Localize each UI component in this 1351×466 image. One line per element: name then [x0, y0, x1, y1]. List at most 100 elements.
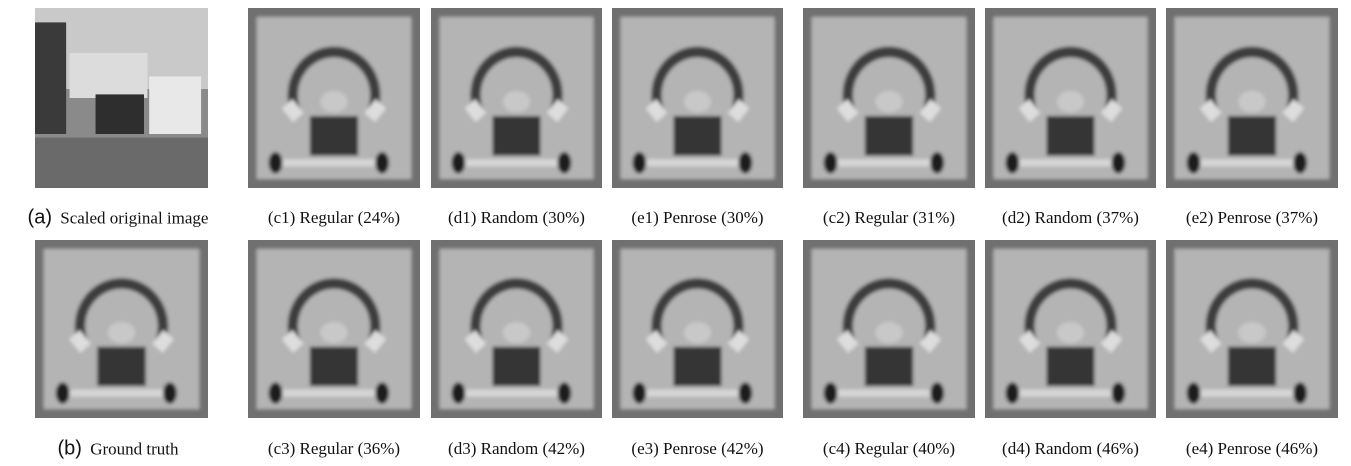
chip: [1047, 347, 1095, 386]
caption: (d2) Random (37%): [1002, 208, 1139, 228]
pad-left: [1006, 382, 1020, 403]
bar: [465, 390, 568, 397]
pad-left: [824, 382, 838, 403]
caption: (e1) Penrose (30%): [631, 208, 763, 228]
pad-right: [1112, 152, 1126, 174]
caption: (e3) Penrose (42%): [631, 439, 763, 459]
box: [96, 94, 144, 134]
blurred-content: [248, 240, 420, 418]
caption-text: Penrose (37%): [1218, 208, 1319, 227]
caption-tag: (a): [28, 207, 52, 229]
caption: (c1) Regular (24%): [268, 208, 400, 228]
shelf: [70, 53, 148, 98]
caption-tag: (e4): [1186, 439, 1213, 458]
caption-tag: (d4): [1002, 439, 1030, 458]
caption-tag: (d2): [1002, 208, 1030, 227]
pad-right: [375, 382, 389, 403]
chip: [674, 116, 722, 156]
knob: [503, 91, 530, 113]
caption-text: Penrose (46%): [1218, 439, 1319, 458]
pad-right: [163, 382, 177, 403]
caption-text: Random (37%): [1035, 208, 1139, 227]
pad-right: [930, 382, 944, 403]
table: [35, 138, 208, 188]
caption-text: Penrose (42%): [663, 439, 764, 458]
bar: [70, 390, 174, 397]
blurred-content: [985, 8, 1156, 188]
bar: [1019, 159, 1122, 166]
bar: [1019, 390, 1122, 397]
caption-tag: (b): [58, 438, 82, 460]
caption: (d4) Random (46%): [1002, 439, 1139, 459]
caption-text: Random (46%): [1035, 439, 1139, 458]
panel-image: [1166, 240, 1338, 418]
pad-left: [269, 152, 283, 174]
caption: (e2) Penrose (37%): [1186, 208, 1318, 228]
caption-text: Penrose (30%): [663, 208, 764, 227]
bar: [282, 159, 385, 166]
pad-left: [633, 152, 647, 174]
caption: (c3) Regular (36%): [268, 439, 400, 459]
bar: [282, 390, 385, 397]
blurred-content: [803, 240, 975, 418]
caption-tag: (c3): [268, 439, 295, 458]
pad-left: [1187, 152, 1201, 174]
blurred-content: [985, 240, 1156, 418]
pad-right: [1112, 382, 1126, 403]
panel-image: [248, 240, 420, 418]
caption-text: Scaled original image: [60, 209, 208, 228]
chip: [310, 116, 358, 156]
chip: [493, 347, 541, 386]
device: [149, 76, 201, 134]
pad-left: [56, 382, 70, 403]
chip: [1047, 116, 1095, 156]
caption-tag: (c4): [823, 439, 850, 458]
bar: [837, 159, 940, 166]
pad-right: [375, 152, 389, 174]
chip: [1228, 116, 1276, 156]
jar: [35, 22, 66, 134]
pad-left: [824, 152, 838, 174]
figure: (a) Scaled original image (c1) Regular (2…: [0, 0, 1351, 466]
blurred-content: [431, 8, 602, 188]
knob: [320, 91, 348, 113]
blurred-content: [612, 8, 783, 188]
pad-left: [269, 382, 283, 403]
bar: [1200, 159, 1303, 166]
caption: (d3) Random (42%): [448, 439, 585, 459]
caption-text: Regular (24%): [300, 208, 401, 227]
caption: (e4) Penrose (46%): [1186, 439, 1318, 459]
caption-tag: (e2): [1186, 208, 1213, 227]
panel-image: [612, 8, 783, 188]
caption-text: Regular (36%): [300, 439, 401, 458]
chip: [674, 347, 722, 386]
panel-image: [985, 8, 1156, 188]
pad-right: [1293, 382, 1307, 403]
panel-image: [612, 240, 783, 418]
bar: [837, 390, 940, 397]
caption-tag: (e3): [631, 439, 658, 458]
pad-right: [739, 382, 753, 403]
chip: [865, 347, 913, 386]
knob: [875, 91, 903, 113]
chip: [310, 347, 358, 386]
caption-text: Ground truth: [90, 440, 178, 459]
bar: [465, 159, 568, 166]
knob: [1238, 322, 1266, 343]
panel-image: [248, 8, 420, 188]
panel-image: [803, 8, 975, 188]
panel-image: [431, 8, 602, 188]
caption-tag: (c1): [268, 208, 295, 227]
pad-right: [558, 382, 572, 403]
blurred-content: [612, 240, 783, 418]
panel-image: [1166, 8, 1338, 188]
knob: [1238, 91, 1266, 113]
panel-image: [985, 240, 1156, 418]
blurred-content: [431, 240, 602, 418]
knob: [1057, 322, 1084, 343]
blurred-content: [248, 8, 420, 188]
caption-text: Random (42%): [481, 439, 585, 458]
bar: [646, 390, 749, 397]
panel-image: [35, 240, 208, 418]
pad-left: [1187, 382, 1201, 403]
